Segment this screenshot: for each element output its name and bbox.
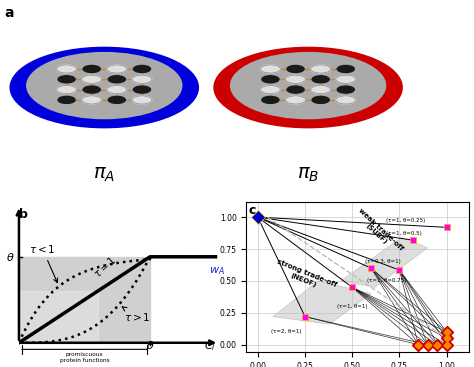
Circle shape xyxy=(108,76,125,83)
Text: $\theta$: $\theta$ xyxy=(146,339,154,351)
Polygon shape xyxy=(19,291,98,343)
Circle shape xyxy=(311,65,331,73)
Circle shape xyxy=(83,65,100,72)
Circle shape xyxy=(285,96,306,104)
Text: (τ=1, θ=0.75): (τ=1, θ=0.75) xyxy=(367,279,407,283)
Text: $\tau>1$: $\tau>1$ xyxy=(122,307,151,323)
Circle shape xyxy=(108,97,125,103)
Text: b: b xyxy=(19,208,28,221)
Text: a: a xyxy=(5,6,14,20)
Text: (τ=1, θ=1): (τ=1, θ=1) xyxy=(337,304,368,309)
Circle shape xyxy=(337,86,354,93)
Circle shape xyxy=(82,75,101,83)
Circle shape xyxy=(133,86,151,93)
Circle shape xyxy=(336,96,356,104)
Circle shape xyxy=(261,86,281,94)
Circle shape xyxy=(58,97,75,103)
Circle shape xyxy=(261,65,281,73)
Text: $\theta$: $\theta$ xyxy=(6,251,14,263)
Text: promiscuous
protein functions: promiscuous protein functions xyxy=(60,352,109,363)
Circle shape xyxy=(132,75,152,83)
Text: (τ=1, θ=0.25): (τ=1, θ=0.25) xyxy=(386,218,426,224)
Circle shape xyxy=(312,76,329,83)
Text: $\pi_B$: $\pi_B$ xyxy=(297,166,319,184)
Circle shape xyxy=(312,97,329,103)
Circle shape xyxy=(287,86,304,93)
Polygon shape xyxy=(19,257,150,343)
Text: $W(C_l)$: $W(C_l)$ xyxy=(0,269,2,297)
Circle shape xyxy=(336,75,356,83)
Text: c: c xyxy=(248,204,256,217)
Circle shape xyxy=(58,76,75,83)
Text: strong trade-off
(NEOF): strong trade-off (NEOF) xyxy=(273,259,337,295)
Text: $\tau<1$: $\tau<1$ xyxy=(29,243,58,283)
Ellipse shape xyxy=(230,52,386,119)
Circle shape xyxy=(262,97,279,103)
Circle shape xyxy=(82,96,101,104)
Y-axis label: $w_A$: $w_A$ xyxy=(209,265,225,277)
Text: $\tau=1$: $\tau=1$ xyxy=(91,254,118,280)
Ellipse shape xyxy=(9,47,199,128)
Circle shape xyxy=(262,76,279,83)
Circle shape xyxy=(311,86,331,94)
Circle shape xyxy=(107,86,127,94)
Circle shape xyxy=(57,65,77,73)
Text: $\pi_A$: $\pi_A$ xyxy=(93,166,115,184)
Circle shape xyxy=(107,65,127,73)
Polygon shape xyxy=(273,281,371,324)
Polygon shape xyxy=(341,237,428,287)
Circle shape xyxy=(83,86,100,93)
Circle shape xyxy=(285,75,306,83)
Circle shape xyxy=(57,86,77,94)
Text: (τ=2, θ=1): (τ=2, θ=1) xyxy=(271,330,301,334)
Circle shape xyxy=(132,96,152,104)
Text: $C_l$: $C_l$ xyxy=(204,339,216,353)
Text: weak trade-off
(SUBF): weak trade-off (SUBF) xyxy=(353,207,404,257)
Circle shape xyxy=(337,65,354,72)
Text: (τ=0.3, θ=1): (τ=0.3, θ=1) xyxy=(365,259,401,264)
Text: (τ=1, θ=0.5): (τ=1, θ=0.5) xyxy=(386,231,422,236)
Circle shape xyxy=(133,65,151,72)
Ellipse shape xyxy=(213,47,403,128)
Circle shape xyxy=(287,65,304,72)
Ellipse shape xyxy=(26,52,182,119)
